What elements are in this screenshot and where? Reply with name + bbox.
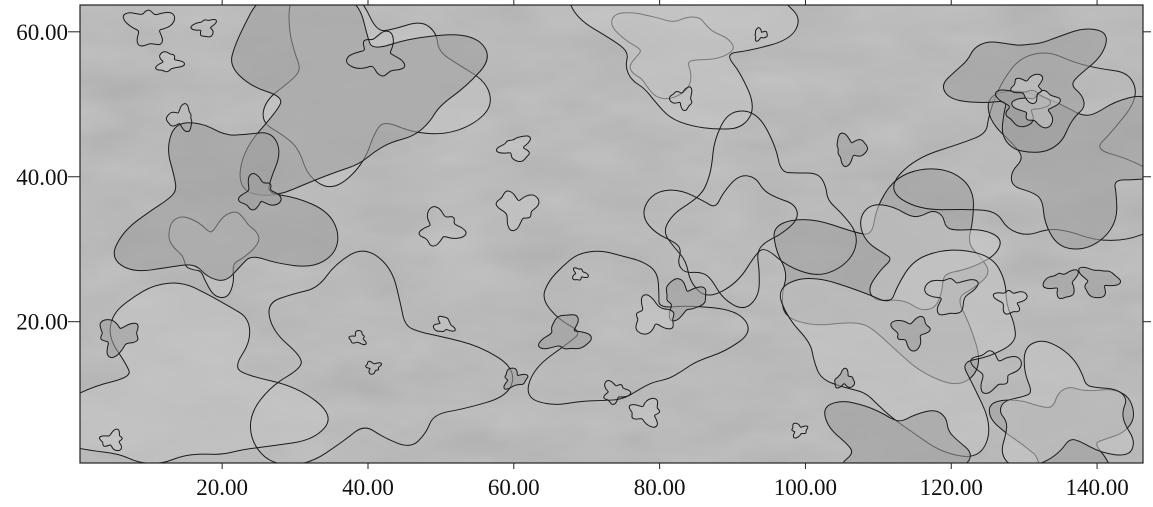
contour-line: [970, 350, 1022, 394]
contour-line: [113, 122, 339, 281]
contour-line: [603, 380, 632, 405]
contour-line: [165, 103, 193, 133]
contour-line: [432, 315, 456, 332]
contour-line: [665, 278, 707, 322]
contour-line: [643, 175, 798, 309]
contour-line: [635, 294, 675, 335]
contour-line: [890, 315, 931, 352]
y-tick-label: 40.00: [16, 165, 68, 190]
contour-line: [570, 5, 799, 130]
contour-line: [418, 206, 467, 247]
x-tick-label: 40.00: [342, 475, 394, 500]
contour-line: [999, 340, 1134, 463]
contour-line: [503, 367, 529, 390]
contour-line: [754, 27, 768, 42]
contour-line: [249, 250, 514, 463]
contour-line: [992, 289, 1028, 315]
contour-line: [572, 267, 589, 281]
contour-line: [98, 428, 123, 452]
contour-line: [824, 401, 971, 463]
x-tick-label: 60.00: [488, 475, 540, 500]
contour-line: [537, 314, 592, 350]
contour-line: [495, 190, 540, 232]
contour-line: [231, 5, 488, 196]
contour-line: [1078, 266, 1122, 299]
contour-line: [1042, 269, 1079, 300]
contour-line: [1010, 73, 1044, 105]
x-tick-label: 20.00: [196, 475, 248, 500]
contour-line: [348, 329, 367, 346]
contour-line: [346, 30, 406, 77]
contour-line: [99, 319, 139, 359]
contour-line: [664, 110, 857, 296]
y-tick-label: 60.00: [16, 20, 68, 45]
contour-line: [924, 278, 979, 316]
contour-line: [779, 249, 1016, 457]
contour-line: [628, 397, 661, 428]
contour-line: [190, 19, 217, 38]
y-tick-label: 20.00: [16, 310, 68, 335]
contour-line: [668, 86, 693, 112]
contours: [80, 5, 1143, 463]
x-tick-label: 100.00: [774, 475, 837, 500]
x-tick-label: 80.00: [634, 475, 686, 500]
contour-line: [80, 282, 329, 463]
contour-line: [237, 173, 282, 211]
plot-frame: [79, 4, 1144, 464]
x-tick-label: 120.00: [920, 475, 983, 500]
x-tick-label: 140.00: [1065, 475, 1128, 500]
contour-line: [496, 135, 531, 163]
contour-line: [834, 367, 856, 389]
contour-line: [155, 51, 185, 73]
contour-line: [836, 132, 869, 168]
contour-line: [365, 360, 383, 375]
contour-line: [122, 9, 176, 47]
contour-line: [1011, 89, 1061, 129]
contour-line: [791, 422, 809, 439]
